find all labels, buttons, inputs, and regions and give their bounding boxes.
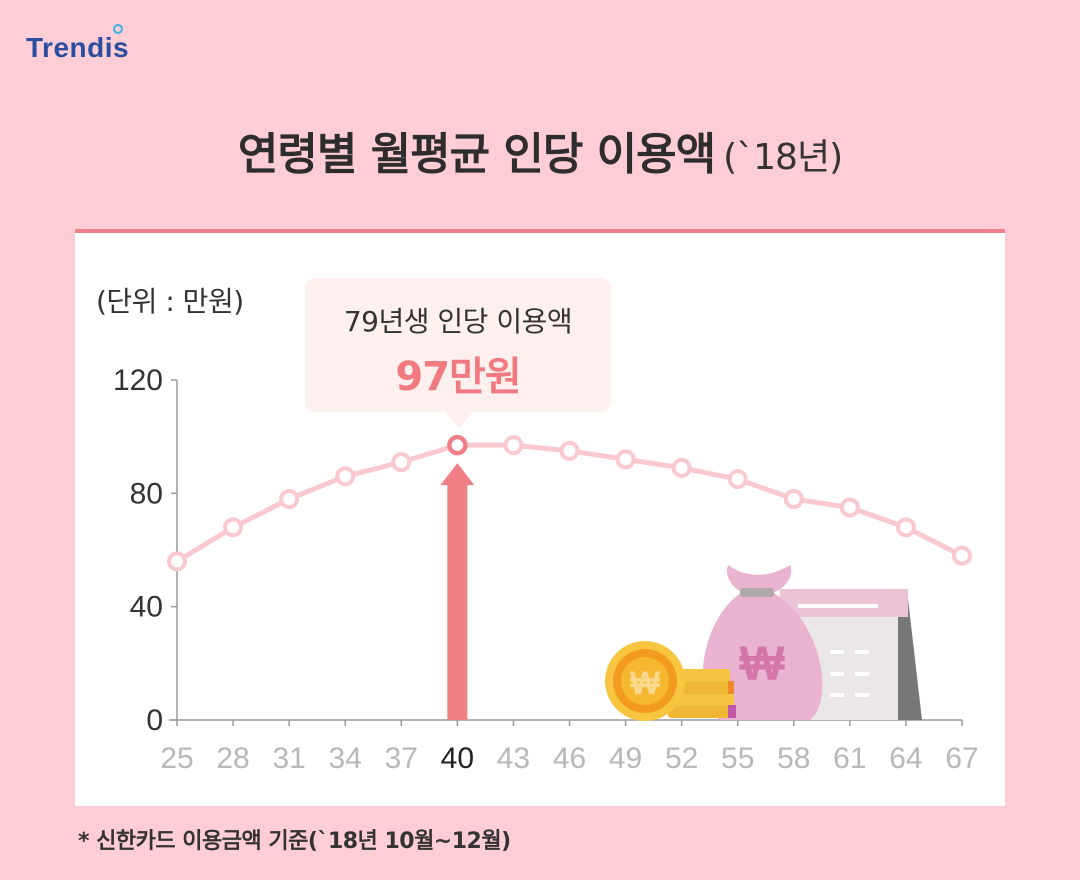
y-tick-label: 80 xyxy=(130,477,163,510)
data-point xyxy=(615,449,636,470)
svg-text:₩: ₩ xyxy=(630,665,661,701)
title-main: 연령별 월평균 인당 이용액 xyxy=(237,129,716,180)
data-point xyxy=(671,457,692,478)
x-tick-label: 61 xyxy=(833,742,866,775)
svg-text:₩: ₩ xyxy=(739,638,785,691)
y-tick-label: 120 xyxy=(113,364,163,397)
chart-axes: 0 40 80 120 25 28 31 34 37 40 43 46 49 52 55 58 61 64 67 xyxy=(113,364,979,775)
x-tick-label: 52 xyxy=(665,742,698,775)
x-tick-label: 64 xyxy=(889,742,922,775)
highlight-point xyxy=(447,434,468,456)
data-point xyxy=(391,452,412,473)
logo-dot-icon xyxy=(113,24,123,34)
highlight-callout: 79년생 인당 이용액 97만원 xyxy=(305,278,611,428)
x-tick-label: 46 xyxy=(553,742,586,775)
x-tick-label: 31 xyxy=(272,742,305,775)
x-tick-label: 25 xyxy=(160,742,193,775)
data-point xyxy=(952,545,972,566)
arrow-head xyxy=(440,463,475,486)
x-tick-label: 28 xyxy=(216,742,249,775)
highlight-arrow xyxy=(440,463,475,720)
data-point xyxy=(783,489,804,509)
x-tick-label: 40 xyxy=(441,742,474,775)
data-point xyxy=(503,435,524,456)
callout-value: 97만원 xyxy=(395,354,521,400)
data-point xyxy=(839,497,860,518)
x-tick-label: 67 xyxy=(945,742,978,775)
data-point xyxy=(279,489,300,509)
data-point xyxy=(335,466,356,487)
x-tick-label: 43 xyxy=(497,742,530,775)
y-tick-label: 40 xyxy=(130,591,163,624)
brand-logo: Trendis xyxy=(26,32,129,64)
data-point xyxy=(559,440,580,461)
unit-label: (단위 : 만원) xyxy=(96,285,244,318)
brand-logo-text: Trendis xyxy=(26,32,130,63)
callout-label: 79년생 인당 이용액 xyxy=(343,305,573,338)
x-tick-label: 58 xyxy=(777,742,810,775)
footnote: * 신한카드 이용금액 기준(`18년 10월~12월) xyxy=(78,829,511,854)
x-tick-label: 55 xyxy=(721,742,754,775)
data-point xyxy=(167,551,187,572)
page-title: 연령별 월평균 인당 이용액 (`18년) xyxy=(0,118,1080,182)
arrow-shaft xyxy=(447,483,468,720)
x-tick-label: 37 xyxy=(385,742,418,775)
data-point xyxy=(223,517,244,538)
data-point xyxy=(895,517,916,538)
money-illustration: ₩ ₩ xyxy=(605,565,922,721)
title-year: (`18년) xyxy=(723,137,843,178)
coin-icon: ₩ xyxy=(605,641,685,721)
data-point xyxy=(727,469,748,490)
y-tick-label: 0 xyxy=(146,704,163,737)
data-points xyxy=(167,434,972,572)
x-tick-label: 49 xyxy=(609,742,642,775)
x-tick-label: 34 xyxy=(329,742,362,775)
